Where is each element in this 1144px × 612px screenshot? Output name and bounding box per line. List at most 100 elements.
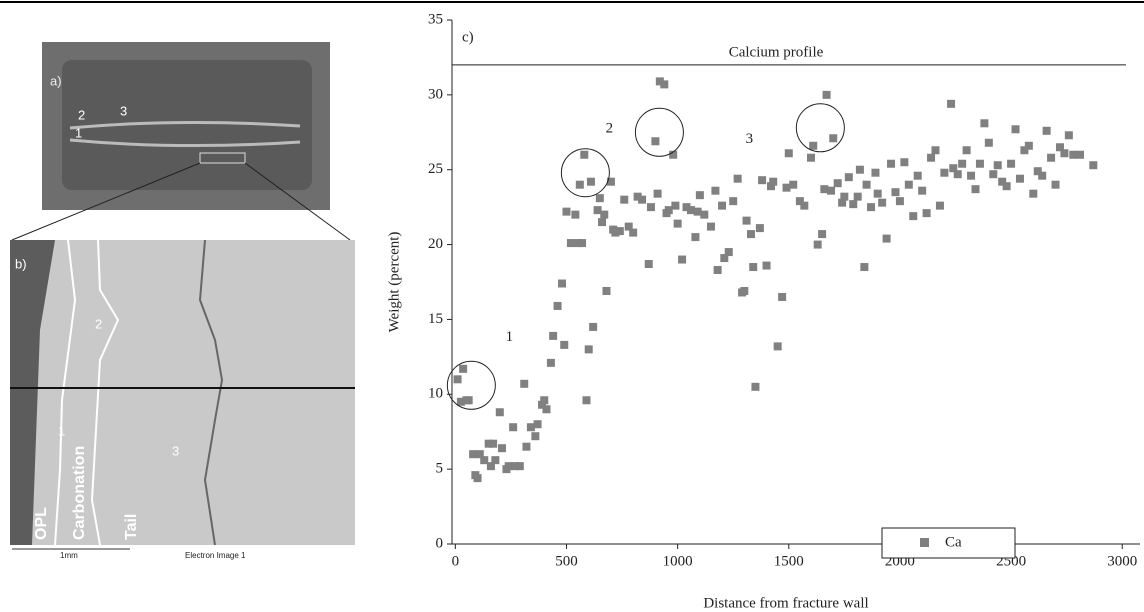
point <box>882 234 891 243</box>
point <box>1011 125 1020 134</box>
annotation: 3 <box>746 131 754 147</box>
point <box>469 450 478 459</box>
point <box>840 192 849 201</box>
point <box>549 331 558 340</box>
point <box>644 260 653 269</box>
point <box>615 227 624 236</box>
point <box>958 159 967 168</box>
point <box>1051 180 1060 189</box>
marker: 3 <box>172 443 179 458</box>
point <box>838 198 847 207</box>
point <box>878 198 887 207</box>
point <box>671 201 680 210</box>
point <box>538 400 547 409</box>
point <box>967 171 976 180</box>
point <box>453 375 462 384</box>
point <box>498 444 507 453</box>
point <box>1020 146 1029 155</box>
point <box>682 203 691 212</box>
marker: 1 <box>58 423 65 438</box>
panel-label: c) <box>462 29 474 45</box>
point <box>949 164 958 173</box>
point <box>913 171 922 180</box>
point <box>849 200 858 209</box>
point <box>522 442 531 451</box>
point <box>940 168 949 177</box>
point <box>1089 161 1098 170</box>
point <box>975 159 984 168</box>
point <box>873 189 882 198</box>
point <box>1033 167 1042 176</box>
point <box>495 408 504 417</box>
point <box>700 210 709 219</box>
highlight-circle <box>634 107 684 157</box>
point <box>766 182 775 191</box>
point <box>484 439 493 448</box>
point <box>664 206 673 215</box>
point <box>1064 131 1073 140</box>
point <box>691 233 700 242</box>
zone-label: OPL <box>33 507 50 540</box>
point <box>782 183 791 192</box>
point <box>829 134 838 143</box>
x-tick-label: 3000 <box>1107 553 1137 569</box>
point <box>678 255 687 264</box>
highlight-circle <box>446 360 496 410</box>
point <box>844 173 853 182</box>
point <box>833 179 842 188</box>
point <box>733 174 742 183</box>
point <box>540 396 549 405</box>
panel-a: a) 1 2 3 <box>42 42 330 210</box>
specimen <box>62 60 312 190</box>
point <box>580 150 589 159</box>
point <box>718 201 727 210</box>
zoom-line <box>11 162 201 241</box>
point <box>1029 189 1038 198</box>
annotation: 2 <box>606 121 614 137</box>
point <box>724 248 733 257</box>
point <box>489 439 498 448</box>
point <box>891 188 900 197</box>
point <box>560 340 569 349</box>
point <box>584 345 593 354</box>
point <box>813 240 822 249</box>
point <box>511 462 520 471</box>
point <box>855 165 864 174</box>
point <box>818 230 827 239</box>
marker: 1 <box>75 125 82 140</box>
point <box>1024 141 1033 150</box>
point <box>720 254 729 263</box>
reference-label: Calcium profile <box>729 44 824 60</box>
point <box>749 263 758 272</box>
boundary <box>54 239 77 546</box>
y-tick-label: 15 <box>428 311 443 327</box>
point <box>526 423 535 432</box>
point <box>606 177 615 186</box>
marker: 3 <box>120 103 127 118</box>
legend-label: Ca <box>945 534 962 550</box>
point <box>573 239 582 248</box>
point <box>773 342 782 351</box>
y-axis-title: Weight (percent) <box>386 232 402 333</box>
point <box>695 191 704 200</box>
x-tick-label: 500 <box>555 553 578 569</box>
point <box>575 180 584 189</box>
point <box>953 170 962 179</box>
x-axis-title: Distance from fracture wall <box>703 595 868 611</box>
point <box>571 210 580 219</box>
boundary <box>198 239 224 546</box>
point <box>693 207 702 216</box>
opl-zone <box>10 240 55 545</box>
point <box>660 80 669 89</box>
point <box>989 170 998 179</box>
point <box>984 138 993 147</box>
point <box>1047 153 1056 162</box>
legend-box <box>881 527 1016 559</box>
point <box>909 212 918 221</box>
point <box>456 397 465 406</box>
point <box>1042 126 1051 135</box>
point <box>762 261 771 270</box>
point <box>807 153 816 162</box>
zone-label: Tail <box>123 514 140 540</box>
